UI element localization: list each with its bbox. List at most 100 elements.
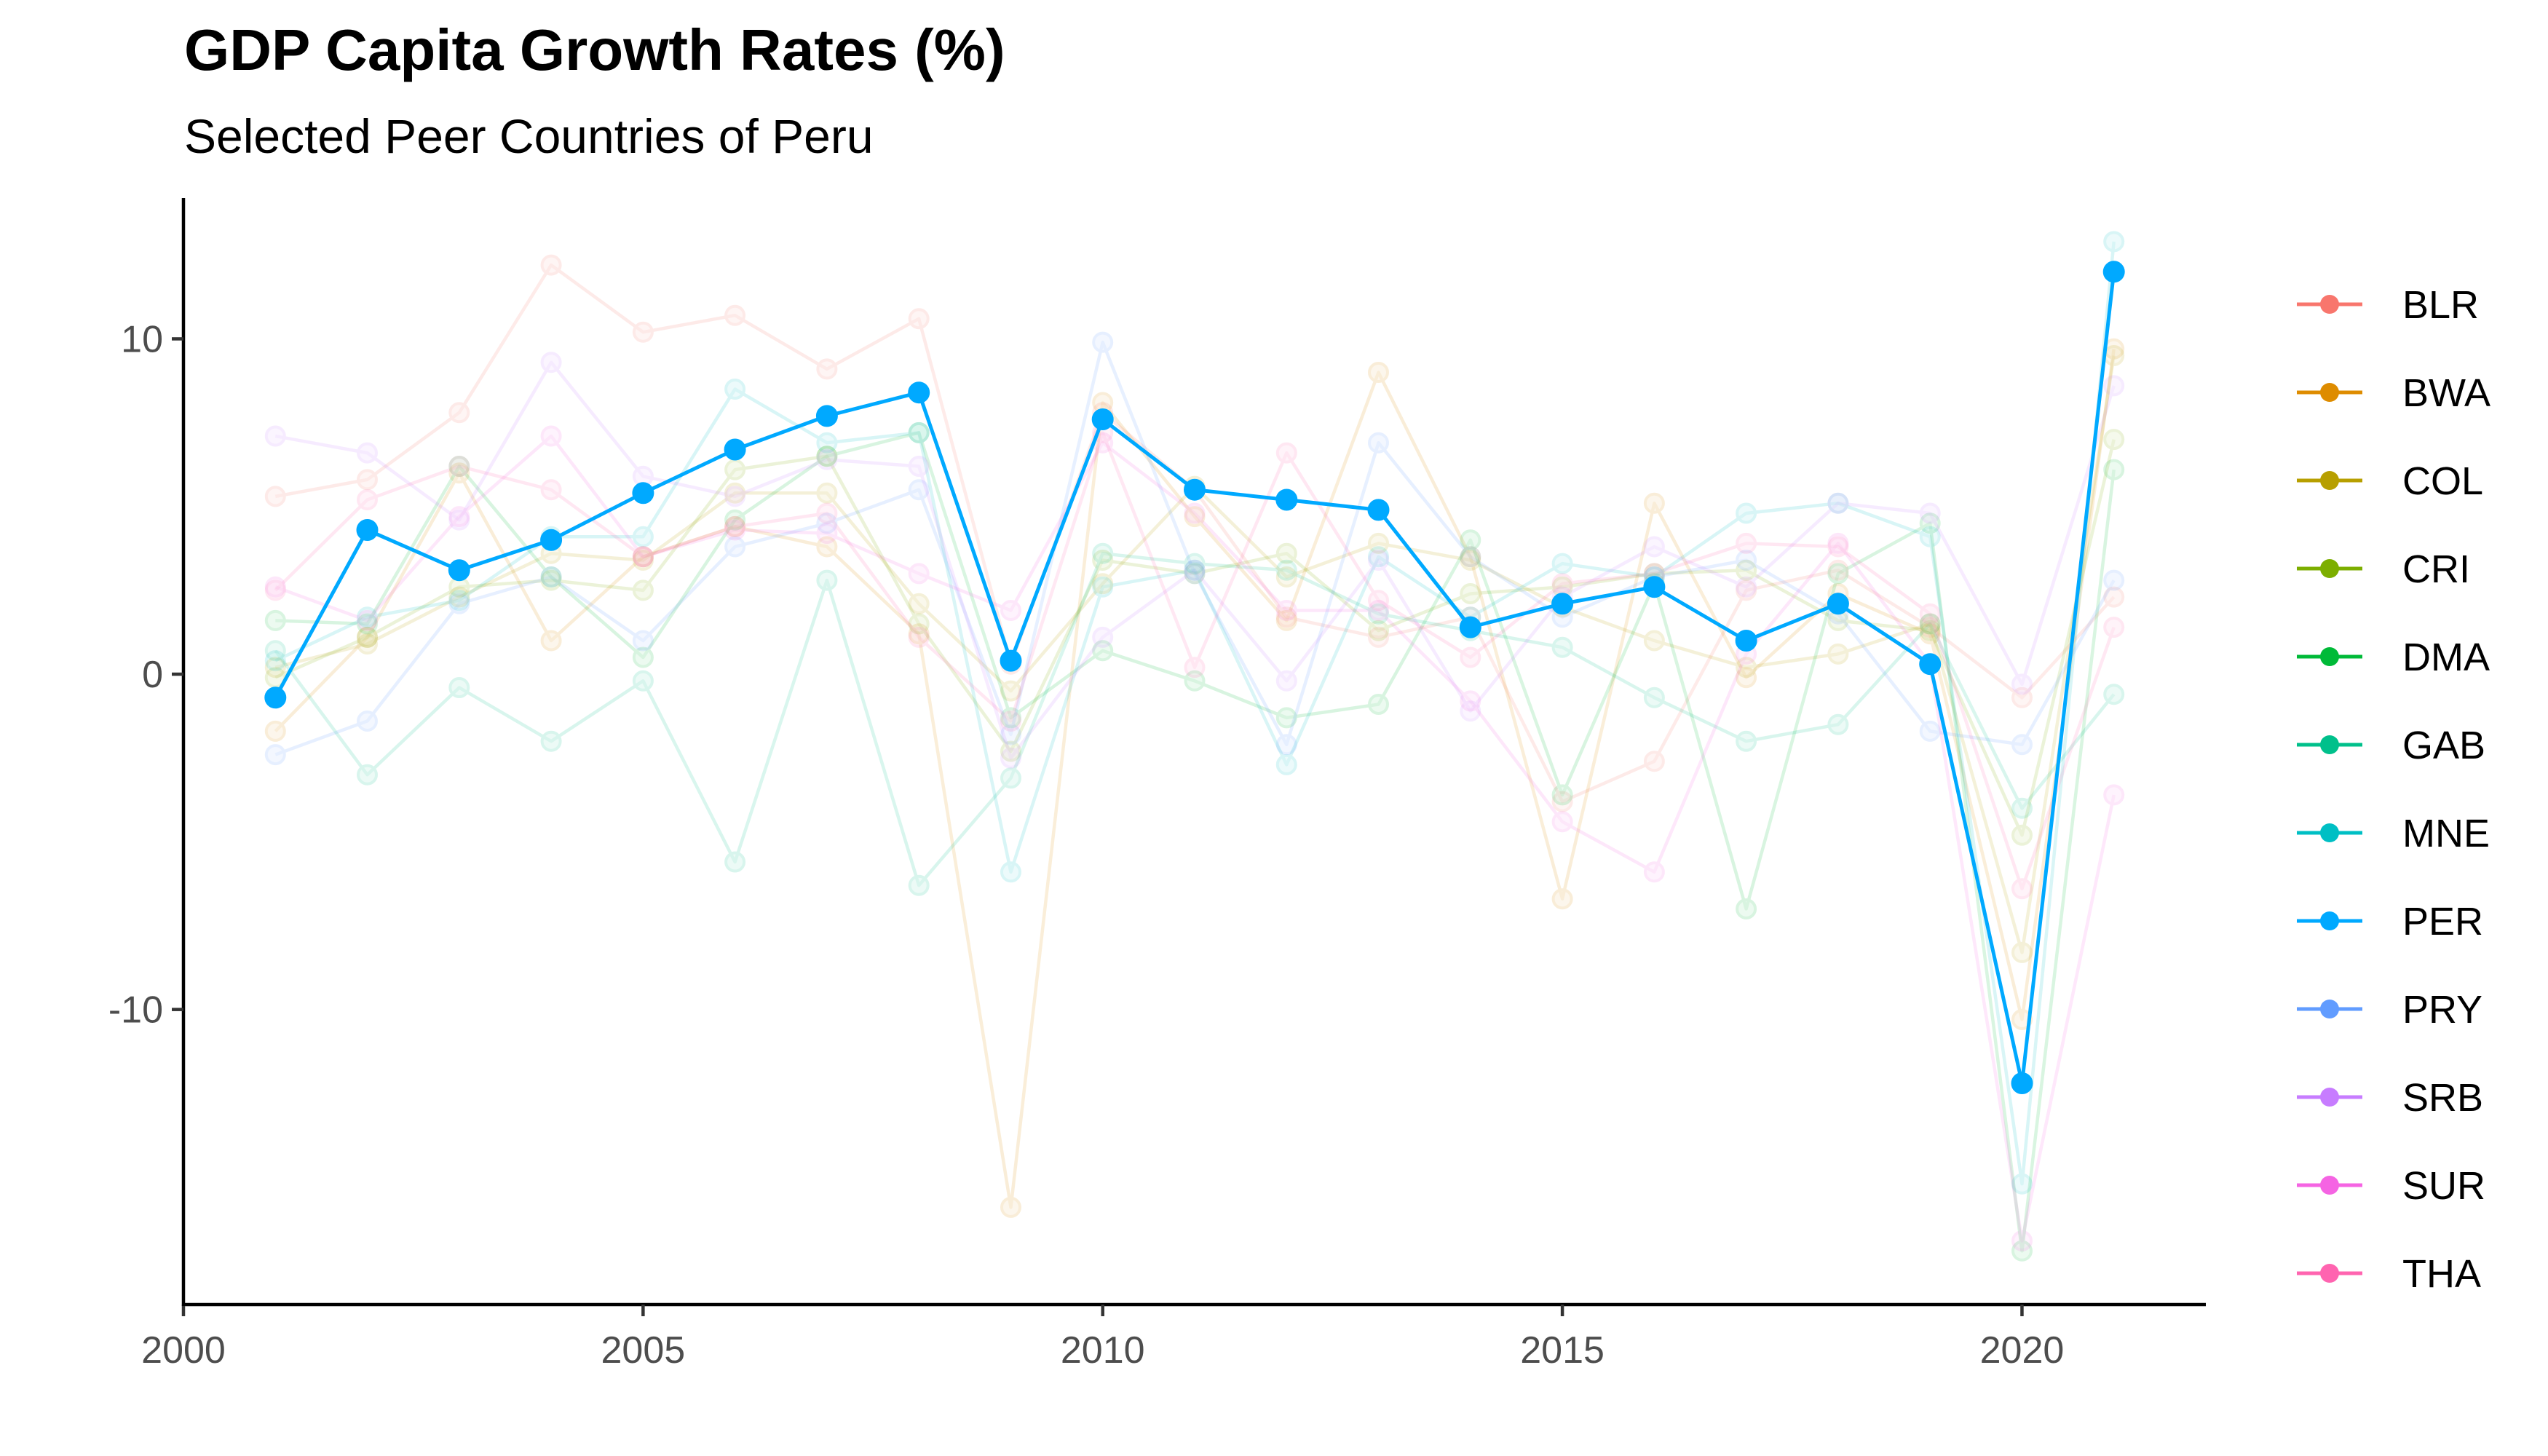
- legend-label-blr: BLR: [2402, 283, 2479, 327]
- data-point-bwa: [1184, 506, 1206, 528]
- data-point-sur: [1643, 861, 1665, 883]
- data-point-dma: [1736, 898, 1757, 919]
- data-point-per: [1184, 478, 1206, 501]
- data-point-sur: [1460, 690, 1481, 712]
- data-point-cri: [908, 613, 930, 635]
- legend-label-bwa: BWA: [2402, 371, 2490, 415]
- data-point-col: [1092, 573, 1114, 595]
- data-point-pry: [448, 593, 470, 614]
- data-point-gab: [632, 670, 654, 692]
- data-point-pry: [1736, 550, 1757, 571]
- series-line-pry: [274, 340, 2116, 756]
- data-point-pry: [908, 479, 930, 501]
- data-point-pry: [1092, 331, 1114, 353]
- legend-label-gab: GAB: [2402, 724, 2485, 767]
- x-tick-label: 2010: [1061, 1329, 1145, 1372]
- data-point-mne: [816, 432, 838, 454]
- data-point-tha: [1919, 603, 1941, 625]
- data-point-per: [632, 482, 654, 505]
- data-point-gab: [1275, 559, 1297, 581]
- legend-item-dma: DMA: [2297, 636, 2490, 679]
- data-point-tha: [264, 579, 286, 601]
- data-point-col: [1368, 532, 1389, 554]
- data-point-bwa: [264, 720, 286, 742]
- data-point-mne: [1000, 861, 1021, 883]
- data-point-col: [2103, 345, 2125, 366]
- data-point-dma: [2103, 459, 2125, 480]
- data-point-cri: [632, 579, 654, 601]
- data-point-gab: [357, 764, 378, 786]
- legend-item-col: COL: [2297, 459, 2483, 503]
- data-point-blr: [816, 358, 838, 380]
- data-point-cri: [1460, 583, 1481, 604]
- data-point-per: [540, 529, 563, 551]
- data-point-pry: [1184, 563, 1206, 585]
- data-point-pry: [1000, 724, 1021, 745]
- data-point-mne: [2011, 1173, 2033, 1195]
- data-point-cri: [1919, 620, 1941, 641]
- data-point-sur: [1184, 502, 1206, 524]
- data-point-pry: [2103, 569, 2125, 591]
- data-point-per: [908, 381, 930, 404]
- data-point-blr: [1919, 617, 1941, 638]
- data-point-bwa: [1000, 1196, 1021, 1218]
- data-point-blr: [448, 402, 470, 424]
- data-point-dma: [264, 609, 286, 631]
- data-point-sur: [2011, 1230, 2033, 1251]
- data-point-col: [908, 593, 930, 614]
- data-point-blr: [1643, 751, 1665, 772]
- x-tick-label: 2015: [1520, 1329, 1605, 1372]
- legend-point-per: [2320, 911, 2339, 930]
- data-point-per: [1367, 499, 1390, 521]
- data-point-srb: [1827, 492, 1849, 514]
- data-point-mne: [357, 606, 378, 628]
- series-cri: [264, 429, 2125, 846]
- data-point-per: [356, 519, 379, 541]
- series-line-bwa: [274, 348, 2116, 1209]
- data-point-mne: [1827, 492, 1849, 514]
- data-point-gab: [1368, 603, 1389, 625]
- data-point-cri: [724, 459, 746, 480]
- data-point-per: [1091, 408, 1114, 430]
- data-point-sur: [816, 523, 838, 545]
- data-point-col: [1460, 550, 1481, 571]
- data-point-dma: [724, 509, 746, 531]
- data-point-tha: [357, 489, 378, 510]
- data-point-blr: [1275, 606, 1297, 628]
- data-point-tha: [1551, 573, 1573, 595]
- data-point-srb: [1368, 550, 1389, 571]
- data-point-sur: [632, 546, 654, 568]
- data-point-mne: [1368, 546, 1389, 568]
- data-point-mne: [1736, 502, 1757, 524]
- data-point-bwa: [448, 462, 470, 484]
- data-point-col: [1275, 566, 1297, 587]
- series-line-sur: [274, 434, 2116, 1243]
- data-point-cri: [1092, 550, 1114, 571]
- y-tick-label: 0: [142, 654, 163, 696]
- data-point-dma: [1000, 707, 1021, 729]
- series-per: [264, 261, 2125, 1094]
- data-point-pry: [264, 744, 286, 766]
- series-bwa: [264, 338, 2125, 1218]
- data-point-col: [1919, 613, 1941, 635]
- data-point-dma: [908, 422, 930, 443]
- data-point-mne: [908, 422, 930, 443]
- data-point-col: [1643, 630, 1665, 652]
- data-point-blr: [1736, 579, 1757, 601]
- data-point-pry: [1460, 546, 1481, 568]
- legend-point-pry: [2320, 1000, 2339, 1018]
- data-point-pry: [2011, 734, 2033, 756]
- data-point-sur: [724, 519, 746, 541]
- data-point-tha: [540, 479, 562, 501]
- data-point-gab: [724, 851, 746, 873]
- y-tick-label: 10: [121, 318, 163, 360]
- data-point-col: [816, 482, 838, 504]
- data-point-srb: [908, 456, 930, 477]
- data-point-bwa: [1551, 888, 1573, 910]
- series-line-mne: [274, 241, 2116, 1186]
- data-point-pry: [357, 711, 378, 732]
- plot-area: [264, 231, 2125, 1262]
- data-point-col: [448, 586, 470, 608]
- data-point-srb: [2103, 375, 2125, 397]
- data-point-gab: [1919, 613, 1941, 635]
